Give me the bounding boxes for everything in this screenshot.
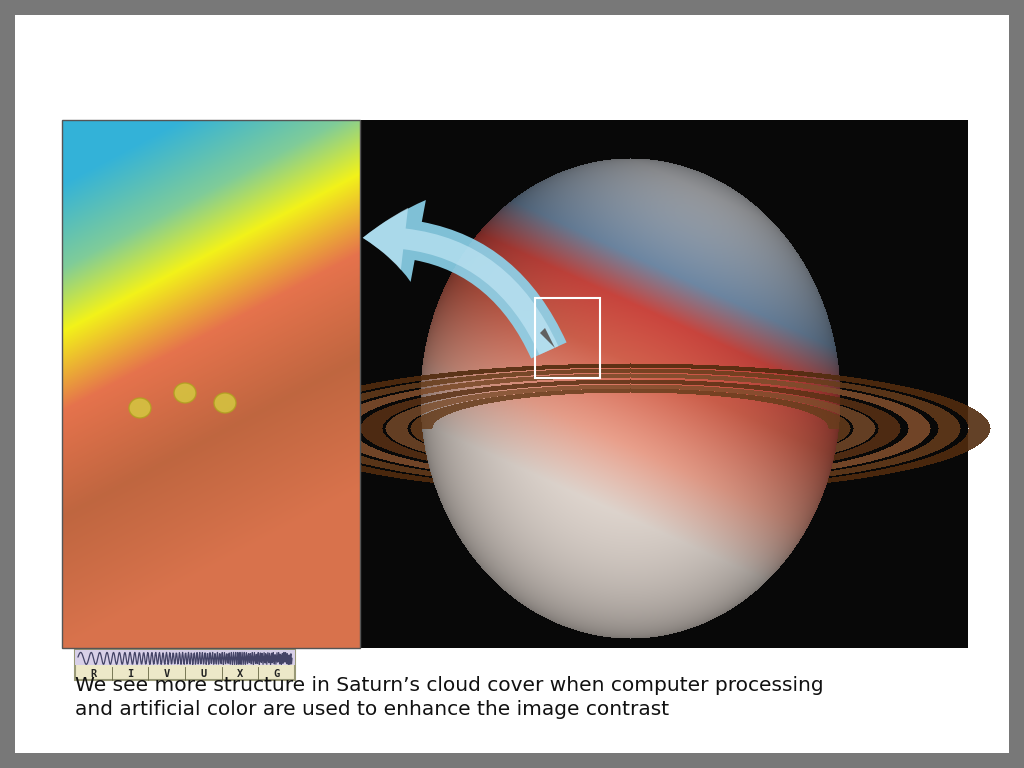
Text: We see more structure in Saturn’s cloud cover when computer processing: We see more structure in Saturn’s cloud … bbox=[75, 676, 823, 695]
Bar bbox=[75, 650, 295, 665]
Text: R: R bbox=[90, 669, 96, 679]
FancyArrowPatch shape bbox=[362, 208, 558, 355]
Text: U: U bbox=[201, 669, 207, 679]
FancyArrowPatch shape bbox=[362, 200, 566, 359]
Text: and artificial color are used to enhance the image contrast: and artificial color are used to enhance… bbox=[75, 700, 669, 719]
Ellipse shape bbox=[174, 383, 196, 403]
Bar bbox=[75, 650, 295, 680]
Bar bbox=[62, 120, 360, 648]
Bar bbox=[535, 298, 600, 378]
Bar bbox=[0, 748, 1024, 768]
Bar bbox=[0, 0, 1024, 20]
Bar bbox=[0, 0, 15, 768]
Bar bbox=[62, 120, 968, 648]
Ellipse shape bbox=[214, 393, 236, 413]
Bar bbox=[1009, 0, 1024, 768]
Text: I: I bbox=[127, 669, 133, 679]
Polygon shape bbox=[540, 328, 555, 348]
Ellipse shape bbox=[129, 398, 151, 418]
Text: V: V bbox=[164, 669, 170, 679]
Text: G: G bbox=[273, 669, 280, 679]
Text: X: X bbox=[237, 669, 243, 679]
